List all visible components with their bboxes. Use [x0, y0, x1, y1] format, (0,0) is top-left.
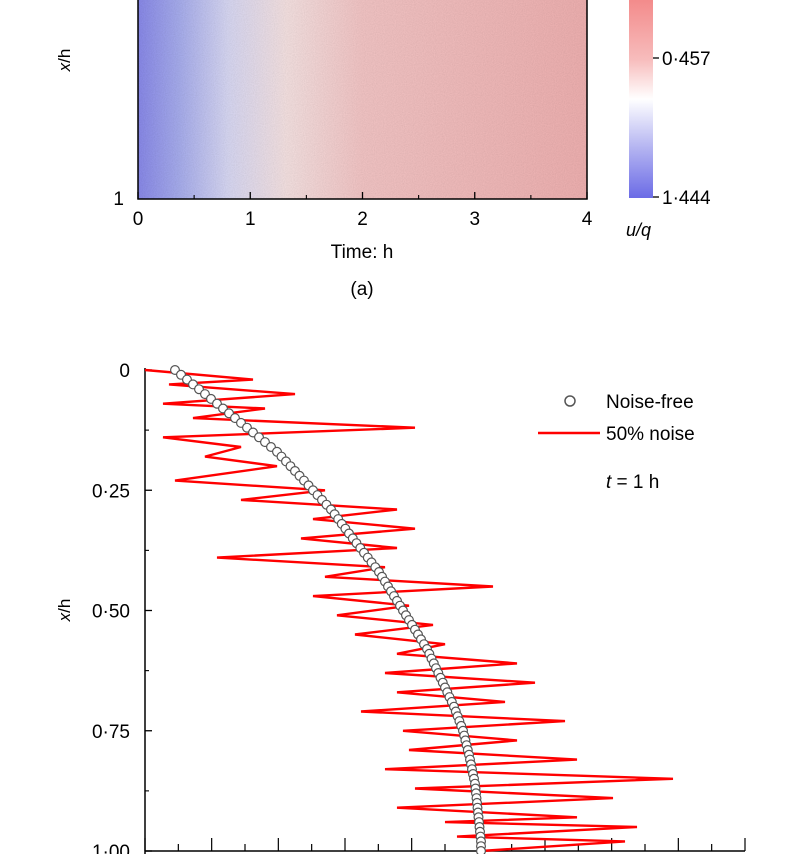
colorbar-tick-label: 0·457 — [662, 49, 711, 70]
colorbar — [629, 0, 653, 198]
y-tick-label: 0 — [119, 361, 130, 382]
colorbar-label: u/q — [626, 220, 651, 240]
noise-free-point — [476, 846, 486, 854]
legend-noise-free-marker — [564, 395, 576, 407]
legend: Noise-free 50% noise t = 1 h — [538, 392, 695, 493]
legend-annotation: t = 1 h — [606, 472, 659, 493]
heatmap — [138, 0, 587, 199]
y-tick-label: 0·25 — [92, 481, 130, 502]
panel-b-x-ticks — [144, 838, 746, 851]
y-tick-label: 1·00 — [92, 842, 130, 854]
y-tick-label: 0·50 — [92, 602, 130, 623]
panel-a-ylabel: x/h — [55, 49, 74, 73]
panel-b: 0 0·25 0·50 0·75 1·00 x/h Noise-free 50% noi… — [55, 361, 746, 854]
colorbar-tick-label: 1·444 — [662, 188, 711, 209]
x-tick-label: 2 — [357, 209, 368, 230]
panel-b-ylabel: x/h — [55, 599, 74, 623]
panel-a-y-tick-label: 1 — [113, 189, 124, 210]
panel-a-xlabel: Time: h — [331, 242, 394, 263]
panel-a-x-axis: 0 1 2 3 4 — [133, 192, 593, 230]
x-tick-label: 4 — [582, 209, 593, 230]
panel-a-caption: (a) — [350, 279, 373, 300]
legend-noise-free-label: Noise-free — [606, 392, 694, 413]
noise-free-series — [170, 365, 487, 854]
x-tick-label: 1 — [245, 209, 256, 230]
y-tick-label: 0·75 — [92, 722, 130, 743]
noise-series-line — [144, 368, 674, 853]
legend-noise-label: 50% noise — [606, 424, 695, 445]
x-tick-label: 0 — [133, 209, 144, 230]
panel-b-y-ticks: 0 0·25 0·50 0·75 1·00 — [92, 361, 152, 854]
x-tick-label: 3 — [469, 209, 480, 230]
